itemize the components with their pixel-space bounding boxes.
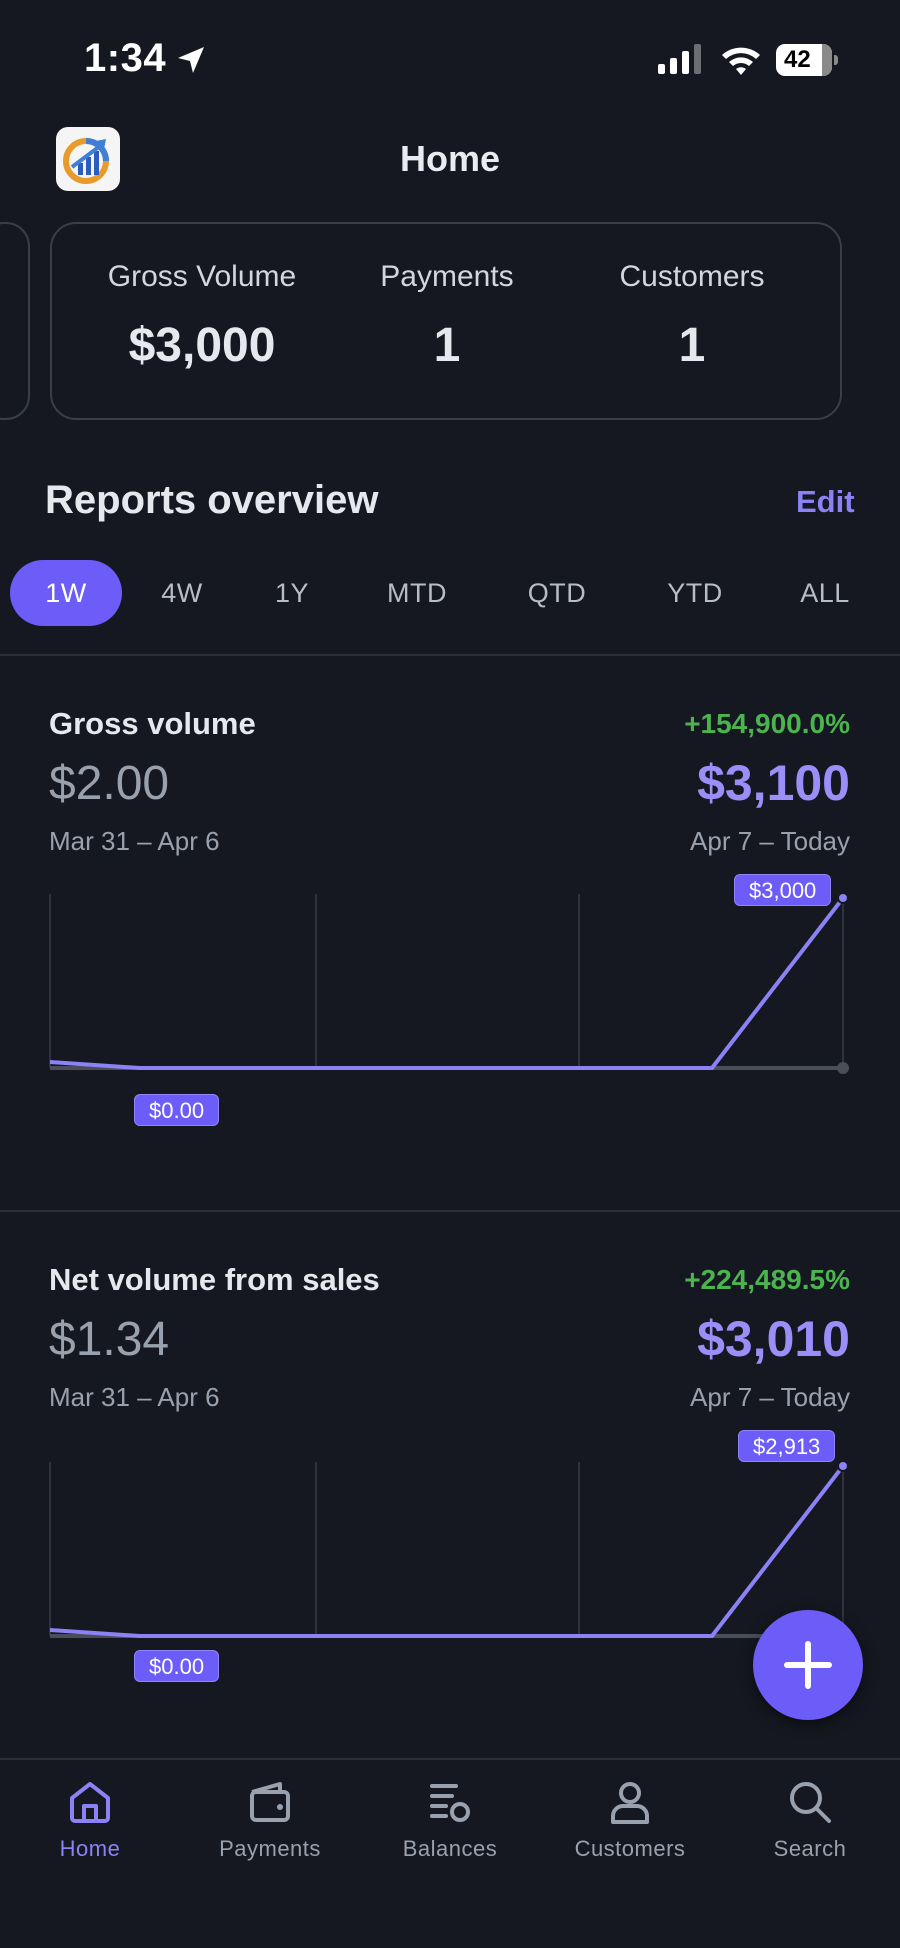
tab-home[interactable]: Home: [0, 1778, 180, 1862]
gross-volume-report[interactable]: Gross volume +154,900.0% $2.00 $3,100 Ma…: [0, 654, 900, 1210]
divider: [0, 654, 900, 656]
gross-volume-chart: [49, 894, 849, 1074]
chart-line: [49, 896, 845, 1070]
net-volume-chart: [49, 1462, 849, 1638]
metric-gross-volume: Gross Volume $3,000: [82, 260, 322, 373]
chart-peak-dot: [837, 894, 849, 904]
period-4w[interactable]: 4W: [161, 578, 203, 608]
metric-payments: Payments 1: [327, 260, 567, 373]
period-ytd[interactable]: YTD: [667, 578, 723, 608]
period-qtd[interactable]: QTD: [527, 578, 587, 608]
page-title: Home: [399, 138, 501, 179]
report-change: +224,489.5%: [684, 1264, 850, 1295]
period-selector: 1W 4W 1Y MTD QTD YTD ALL: [0, 560, 900, 626]
net-volume-report[interactable]: Net volume from sales +224,489.5% $1.34 …: [0, 1210, 900, 1758]
report-title: Net volume from sales: [49, 1262, 380, 1297]
cellular-signal-icon: [658, 44, 701, 74]
balances-icon: [430, 1784, 470, 1822]
report-previous-range: Mar 31 – Apr 6: [49, 1382, 220, 1412]
period-1y[interactable]: 1Y: [274, 578, 310, 608]
report-title: Gross volume: [49, 706, 256, 741]
tab-label: Home: [59, 1836, 121, 1861]
period-all[interactable]: ALL: [800, 578, 850, 608]
wallet-icon: [250, 1782, 290, 1822]
report-change: +154,900.0%: [684, 708, 850, 739]
home-icon: [70, 1782, 110, 1823]
edit-button[interactable]: Edit: [796, 484, 855, 519]
metric-label: Gross Volume: [107, 260, 297, 293]
period-mtd[interactable]: MTD: [387, 578, 447, 608]
chart-end-tag: $3,000: [734, 874, 832, 906]
tab-customers[interactable]: Customers: [540, 1778, 720, 1862]
add-button[interactable]: [753, 1610, 863, 1720]
location-arrow-icon: [178, 47, 204, 73]
tab-payments[interactable]: Payments: [180, 1778, 360, 1862]
metric-customers: Customers 1: [572, 260, 812, 373]
battery-indicator: 42: [776, 44, 838, 76]
battery-level: 42: [784, 46, 811, 73]
tab-label: Balances: [402, 1836, 498, 1861]
plus-icon: [784, 1641, 832, 1689]
search-icon: [790, 1782, 831, 1823]
chart-line: [49, 1464, 845, 1638]
report-previous-value: $1.34: [49, 1313, 170, 1366]
tab-label: Payments: [219, 1836, 321, 1861]
metric-label: Customers: [619, 260, 765, 293]
app-logo[interactable]: [56, 127, 120, 191]
tab-bar: Home Payments Balances Customers Search: [0, 1758, 900, 1948]
metric-value: $3,000: [128, 319, 276, 372]
period-1w[interactable]: 1W: [10, 560, 122, 626]
chart-end-tag: $2,913: [738, 1430, 836, 1462]
reports-overview-title: Reports overview: [45, 478, 379, 522]
metric-value: 1: [678, 319, 706, 372]
chart-end-dot: [837, 1062, 849, 1074]
metric-value: 1: [433, 319, 461, 372]
wifi-icon: [722, 47, 760, 75]
chart-start-tag: $0.00: [134, 1094, 220, 1126]
report-current-range: Apr 7 – Today: [690, 1382, 850, 1412]
report-current-value: $3,010: [697, 1311, 850, 1367]
metric-label: Payments: [380, 260, 514, 293]
chart-start-tag: $0.00: [134, 1650, 220, 1682]
report-previous-value: $2.00: [49, 757, 170, 810]
tab-label: Customers: [574, 1836, 686, 1861]
report-previous-range: Mar 31 – Apr 6: [49, 826, 220, 856]
chart-peak-dot: [837, 1462, 849, 1472]
person-icon: [611, 1782, 649, 1824]
metrics-card[interactable]: Gross Volume $3,000 Payments 1 Customers…: [50, 222, 842, 420]
divider: [0, 1210, 900, 1212]
report-current-value: $3,100: [697, 755, 850, 811]
report-current-range: Apr 7 – Today: [690, 826, 850, 856]
status-time: 1:34: [84, 36, 167, 80]
tab-label: Search: [773, 1836, 847, 1861]
tab-balances[interactable]: Balances: [360, 1778, 540, 1862]
previous-card-edge[interactable]: [0, 222, 30, 420]
tab-search[interactable]: Search: [720, 1778, 900, 1862]
